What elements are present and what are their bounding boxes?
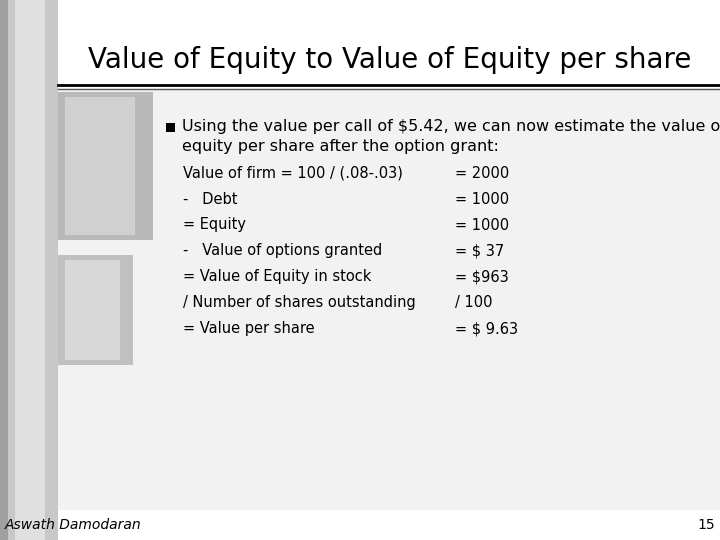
Text: = Value per share: = Value per share bbox=[183, 321, 315, 336]
Text: = Equity: = Equity bbox=[183, 218, 246, 233]
Bar bbox=[58, 92, 153, 240]
Text: = 2000: = 2000 bbox=[455, 165, 509, 180]
Text: = $ 9.63: = $ 9.63 bbox=[455, 321, 518, 336]
Bar bbox=[166, 123, 175, 132]
Bar bbox=[65, 260, 120, 360]
Text: 15: 15 bbox=[698, 518, 715, 532]
Text: / 100: / 100 bbox=[455, 295, 492, 310]
Text: Aswath Damodaran: Aswath Damodaran bbox=[5, 518, 142, 532]
Text: = Value of Equity in stock: = Value of Equity in stock bbox=[183, 269, 372, 285]
Text: = 1000: = 1000 bbox=[455, 218, 509, 233]
Bar bbox=[15, 0, 45, 540]
Bar bbox=[65, 97, 135, 235]
Text: Value of firm = 100 / (.08-.03): Value of firm = 100 / (.08-.03) bbox=[183, 165, 403, 180]
Bar bbox=[8, 0, 58, 540]
Text: = $963: = $963 bbox=[455, 269, 509, 285]
Text: Value of Equity to Value of Equity per share: Value of Equity to Value of Equity per s… bbox=[89, 46, 692, 74]
Text: equity per share after the option grant:: equity per share after the option grant: bbox=[182, 139, 499, 154]
Bar bbox=[0, 0, 8, 540]
Text: Using the value per call of $5.42, we can now estimate the value of: Using the value per call of $5.42, we ca… bbox=[182, 119, 720, 134]
Text: = 1000: = 1000 bbox=[455, 192, 509, 206]
Bar bbox=[58, 255, 133, 365]
Text: -   Debt: - Debt bbox=[183, 192, 238, 206]
Text: / Number of shares outstanding: / Number of shares outstanding bbox=[183, 295, 415, 310]
Bar bbox=[58, 90, 720, 510]
Text: = $ 37: = $ 37 bbox=[455, 244, 504, 259]
Text: -   Value of options granted: - Value of options granted bbox=[183, 244, 382, 259]
